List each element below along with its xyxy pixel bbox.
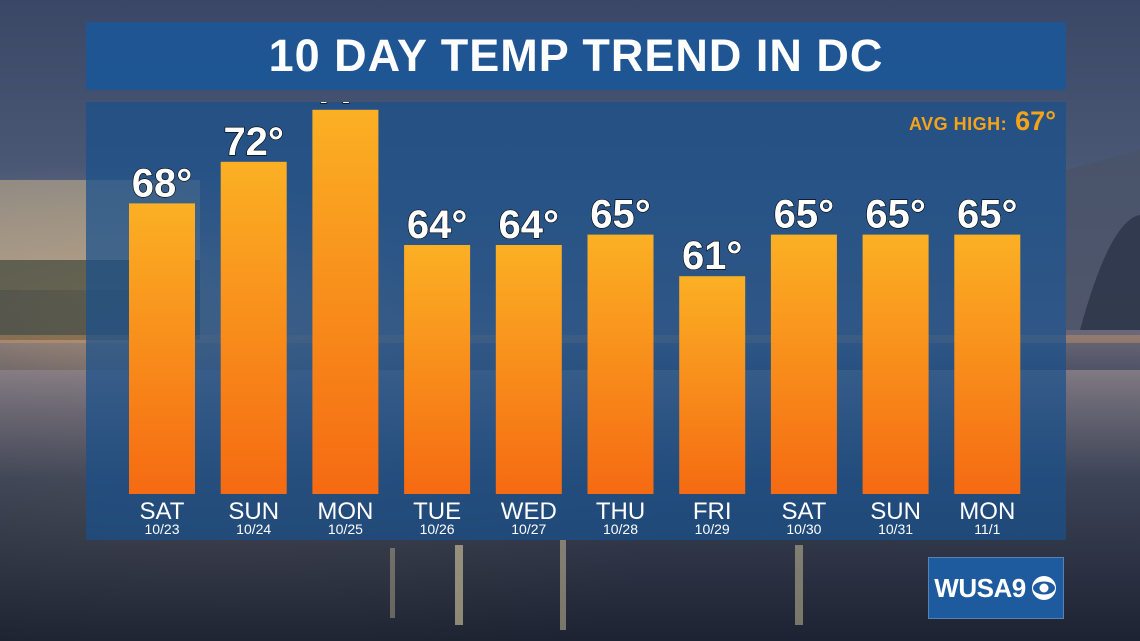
bar-4 (404, 245, 471, 494)
day-label-9: SUN (870, 498, 921, 525)
date-label-1: 10/23 (144, 521, 179, 537)
logo-text: WUSA9 (934, 572, 1026, 603)
chart-title: 10 DAY TEMP TREND IN DC (268, 30, 884, 81)
bars-group: 68°SAT10/2372°SUN10/2477°MON10/2564°TUE1… (129, 102, 1021, 537)
bar-3 (312, 109, 379, 495)
chart-panel: AVG HIGH: 67° 68°SAT10/2372°SUN10/2477°M… (86, 102, 1066, 540)
title-bar: 10 DAY TEMP TREND IN DC (86, 22, 1066, 90)
date-label-10: 11/1 (974, 521, 1000, 537)
value-label-6: 65° (590, 193, 651, 237)
value-label-4: 64° (407, 203, 468, 247)
date-label-5: 10/27 (511, 521, 546, 537)
date-label-8: 10/30 (786, 521, 821, 537)
day-label-6: THU (596, 498, 645, 525)
value-label-3: 77° (315, 102, 376, 112)
bar-2 (220, 161, 287, 495)
value-label-7: 61° (682, 234, 743, 278)
bar-chart: 68°SAT10/2372°SUN10/2477°MON10/2564°TUE1… (129, 102, 1021, 537)
value-label-10: 65° (957, 193, 1018, 237)
day-label-2: SUN (228, 498, 279, 525)
bar-8 (770, 234, 837, 494)
day-label-3: MON (317, 498, 373, 525)
day-label-7: FRI (693, 498, 732, 525)
avg-high-readout: AVG HIGH: 67° (909, 106, 1056, 137)
value-label-1: 68° (132, 161, 193, 205)
station-logo: WUSA9 (928, 557, 1064, 619)
bar-1 (129, 203, 195, 494)
bar-10 (954, 234, 1021, 494)
day-label-1: SAT (140, 498, 185, 525)
bar-9 (862, 234, 929, 494)
value-label-2: 72° (223, 120, 284, 164)
value-label-8: 65° (774, 193, 835, 237)
date-label-9: 10/31 (878, 521, 913, 537)
avg-high-value: 67° (1015, 106, 1056, 136)
day-label-8: SAT (781, 498, 826, 525)
day-label-4: TUE (413, 498, 461, 525)
cbs-eye-icon (1031, 576, 1056, 600)
day-label-5: WED (501, 498, 557, 525)
avg-high-label: AVG HIGH: (908, 114, 1008, 134)
date-label-6: 10/28 (603, 521, 638, 537)
date-label-2: 10/24 (236, 521, 271, 537)
bar-6 (587, 234, 654, 494)
day-label-10: MON (959, 498, 1015, 525)
date-label-3: 10/25 (328, 521, 363, 537)
date-label-4: 10/26 (420, 521, 455, 537)
bar-5 (495, 245, 562, 494)
value-label-5: 64° (499, 203, 560, 247)
date-label-7: 10/29 (695, 521, 730, 537)
value-label-9: 65° (865, 193, 926, 237)
bar-7 (679, 276, 746, 494)
